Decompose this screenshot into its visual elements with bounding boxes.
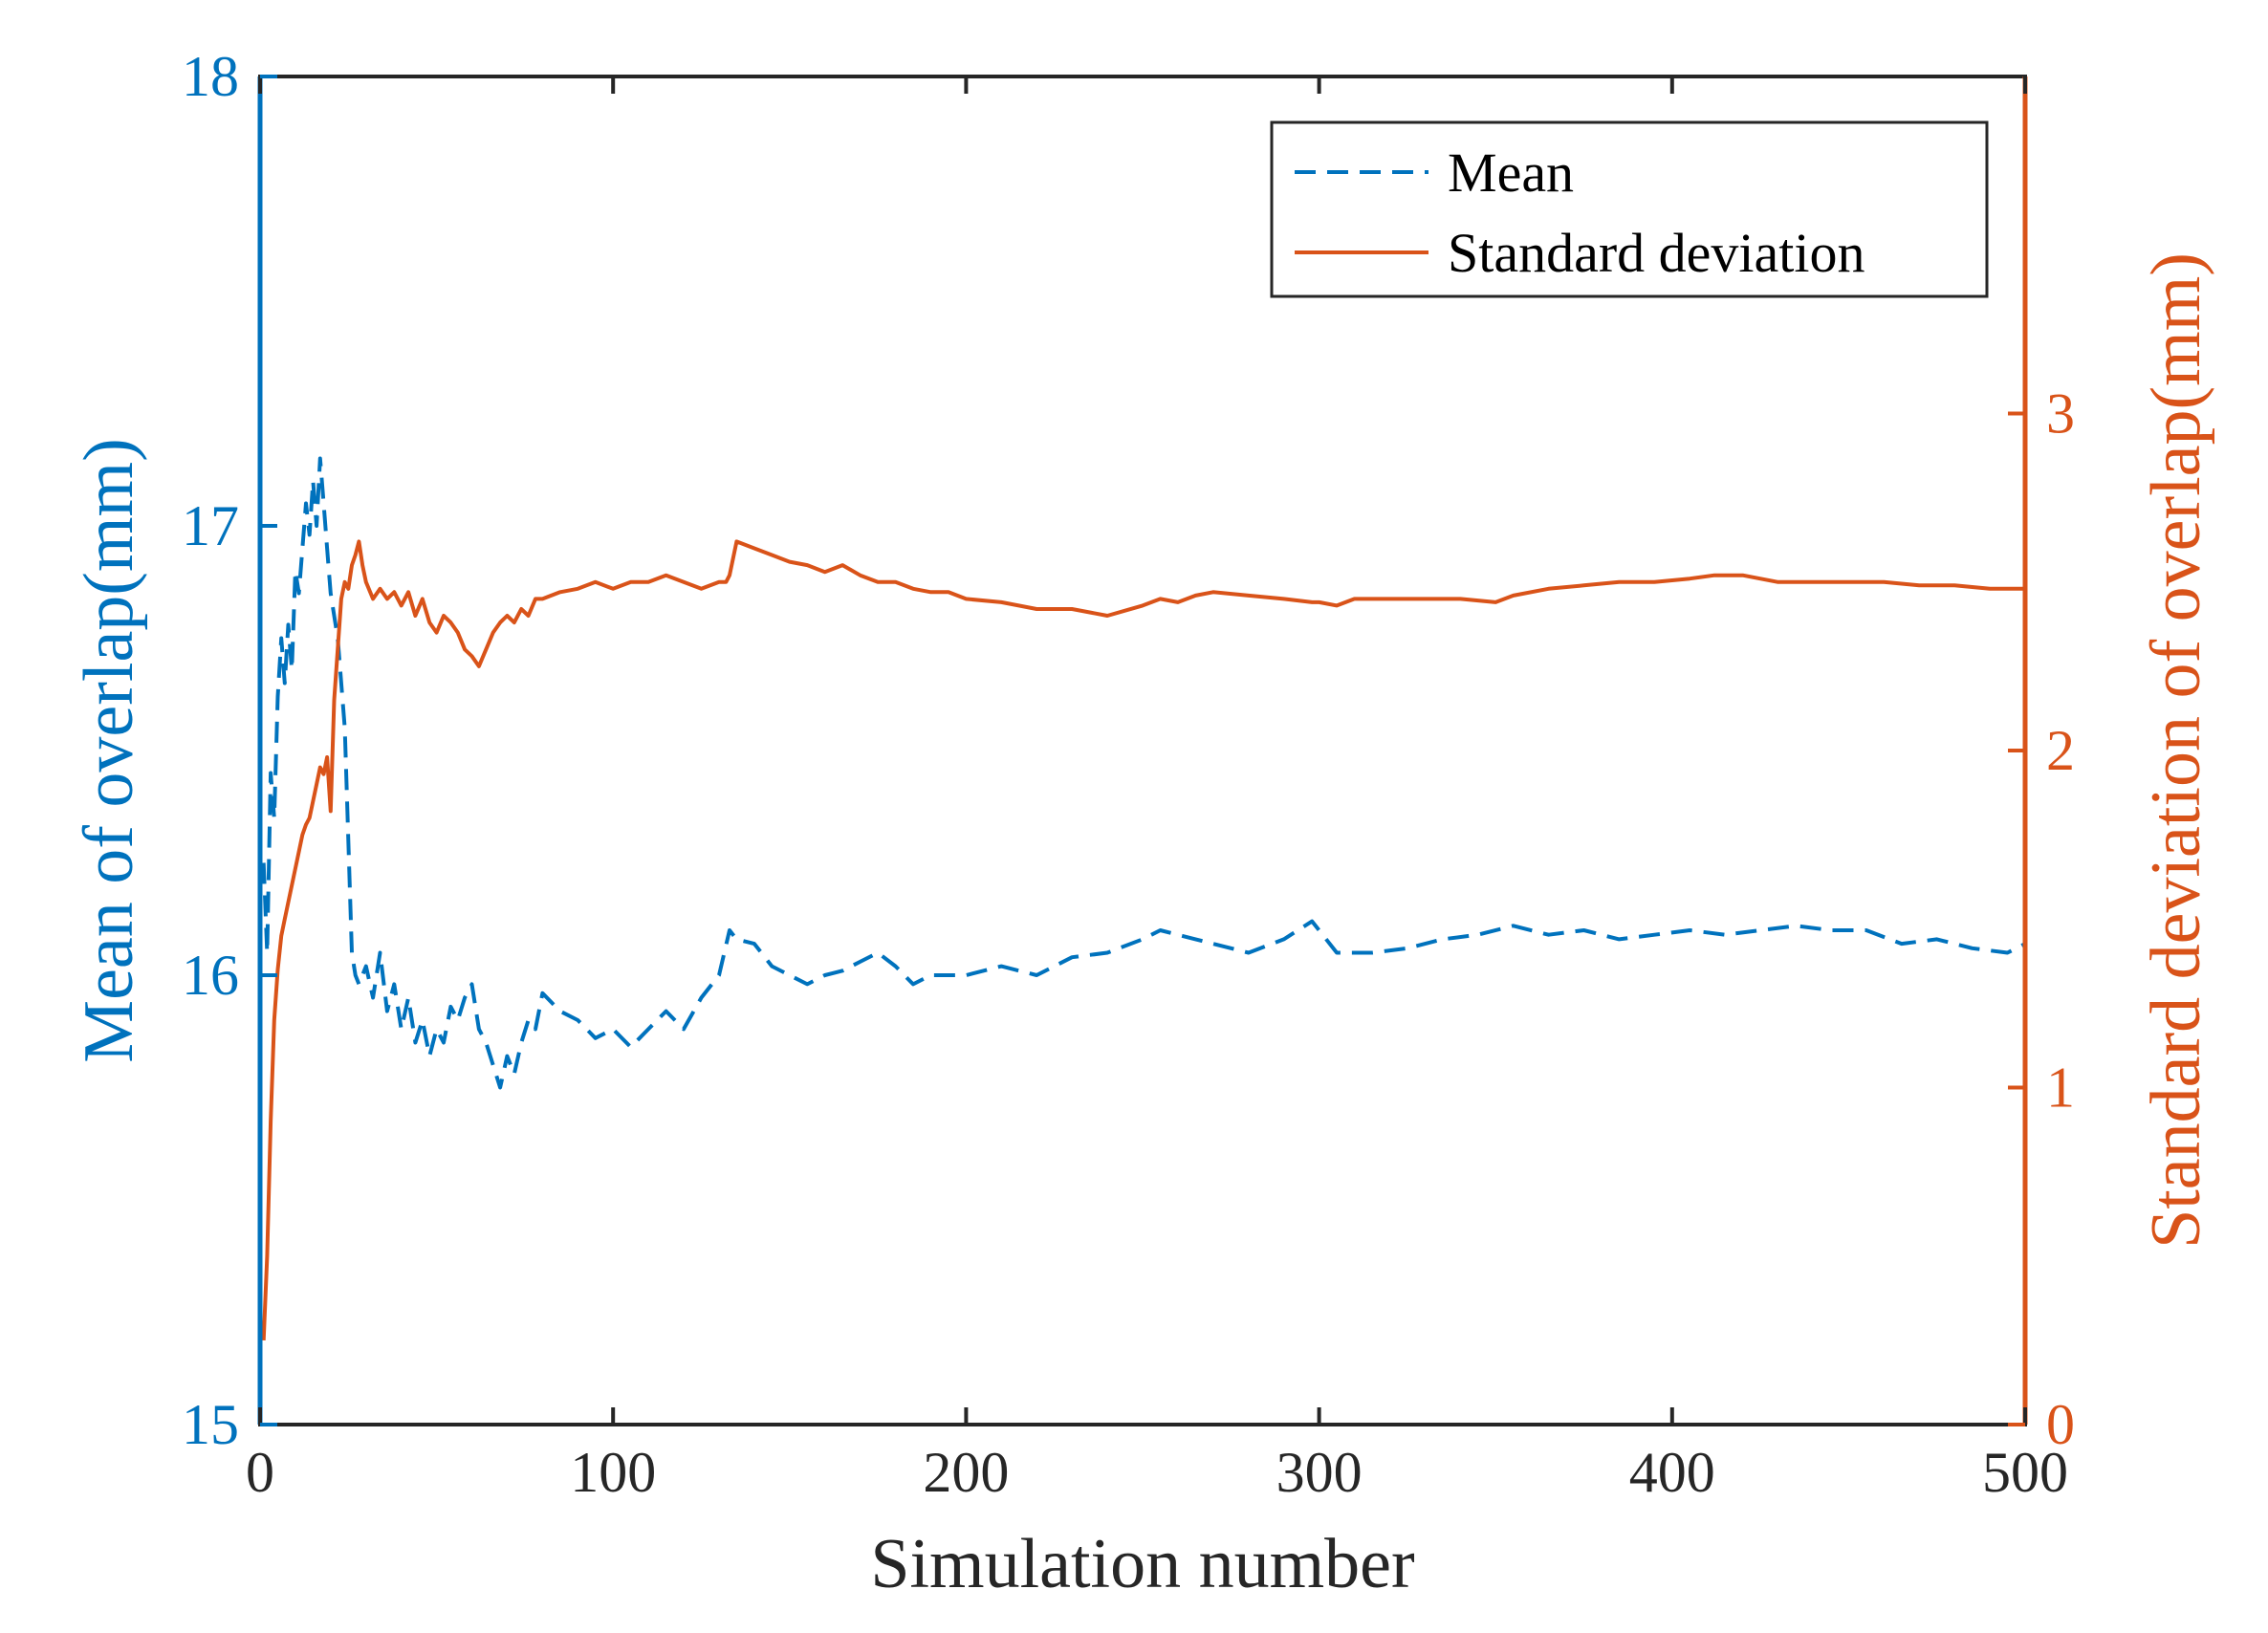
y-left-tick-label: 15 [182, 1393, 239, 1456]
legend-box [1270, 120, 1989, 298]
y-left-tick-label: 17 [182, 494, 239, 557]
y-right-tick-label: 1 [2046, 1056, 2075, 1120]
axis-ticks: 0 100 200 300 400 500 15 16 17 18 0 1 2 3 [182, 45, 2075, 1504]
legend-label-mean: Mean [1448, 142, 1574, 204]
y-left-tick-label: 18 [182, 45, 239, 108]
y-right-tick-label: 3 [2046, 382, 2075, 446]
x-tick-label: 500 [1982, 1441, 2068, 1504]
y-axis-label-left: Mean of overlap(mm) [70, 438, 148, 1062]
y-right-tick-label: 0 [2046, 1393, 2075, 1456]
plot-marks [261, 456, 2026, 1340]
legend-label-standard-deviation: Standard deviation [1448, 222, 1865, 284]
x-tick-label: 0 [246, 1441, 274, 1504]
legend: Mean Standard deviation [1270, 120, 1989, 298]
x-tick-label: 200 [923, 1441, 1009, 1504]
y-axis-label-right: Standard deviation of overlap(mm) [2137, 252, 2215, 1249]
x-axis-label: Simulation number [870, 1525, 1414, 1603]
x-tick-label: 100 [570, 1441, 656, 1504]
y-left-tick-label: 16 [182, 944, 239, 1007]
x-tick-label: 300 [1276, 1441, 1363, 1504]
series-line-mean [261, 456, 2026, 1090]
y-right-tick-label: 2 [2046, 719, 2075, 782]
series-line-standard-deviation [261, 539, 2025, 1340]
x-tick-label: 400 [1629, 1441, 1715, 1504]
